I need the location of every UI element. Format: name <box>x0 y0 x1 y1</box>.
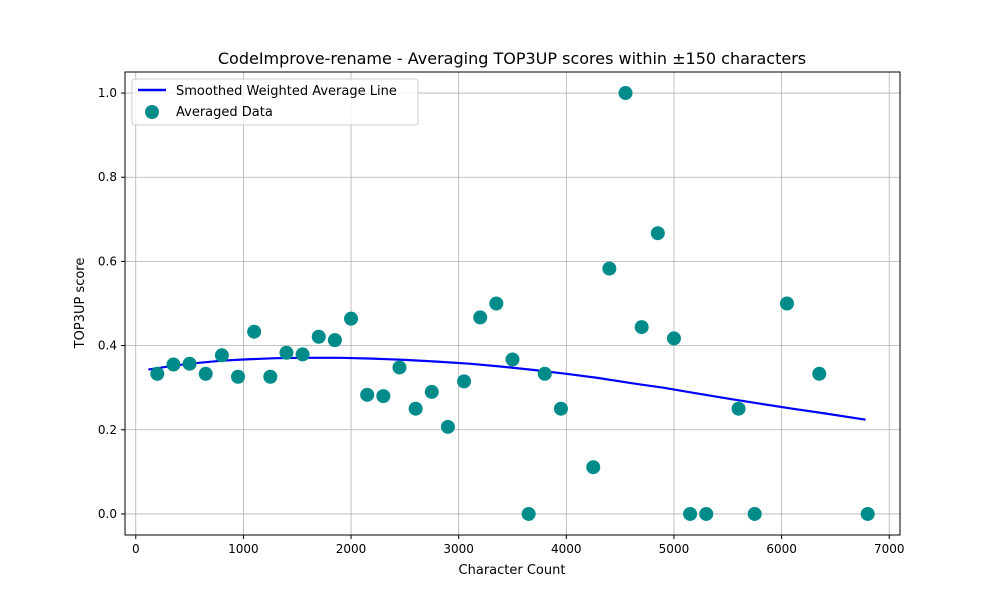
y-axis-ticks: 0.0 0.2 0.4 0.6 0.8 1.0 <box>98 86 125 521</box>
data-point <box>150 366 165 381</box>
data-point <box>424 384 439 399</box>
data-point <box>473 310 488 325</box>
data-point <box>263 369 278 384</box>
data-point <box>376 389 391 404</box>
y-tick-label: 0.2 <box>98 423 117 437</box>
legend-marker-swatch <box>145 105 159 119</box>
x-tick-label: 5000 <box>659 542 690 556</box>
data-point <box>779 296 794 311</box>
data-point <box>650 226 665 241</box>
data-point <box>247 324 262 339</box>
x-tick-label: 4000 <box>551 542 582 556</box>
smoothed-line-series <box>148 356 866 421</box>
data-point <box>440 419 455 434</box>
data-point <box>553 401 568 416</box>
y-axis-label: TOP3UP score <box>73 258 88 350</box>
data-point <box>618 86 633 101</box>
data-point <box>683 506 698 521</box>
data-point <box>392 360 407 375</box>
data-point <box>295 347 310 362</box>
data-point <box>408 401 423 416</box>
data-point <box>182 356 197 371</box>
data-point <box>166 357 181 372</box>
x-tick-label: 7000 <box>874 542 905 556</box>
data-point <box>505 352 520 367</box>
data-point <box>344 311 359 326</box>
x-axis-ticks: 0 1000 2000 3000 4000 5000 6000 7000 <box>132 535 905 556</box>
data-point <box>602 261 617 276</box>
x-tick-label: 0 <box>132 542 140 556</box>
data-point <box>311 329 326 344</box>
legend-box <box>131 78 419 126</box>
smoothed-weighted-average-line <box>148 356 866 421</box>
data-point <box>666 331 681 346</box>
data-point <box>360 387 375 402</box>
data-point <box>327 333 342 348</box>
data-point <box>521 506 536 521</box>
data-point <box>457 374 472 389</box>
legend: Smoothed Weighted Average Line Averaged … <box>131 78 419 126</box>
x-axis-label: Character Count <box>459 563 566 578</box>
y-tick-label: 0.6 <box>98 254 117 268</box>
plot-area <box>125 72 900 535</box>
data-point <box>699 506 714 521</box>
data-point <box>279 345 294 360</box>
x-tick-label: 2000 <box>336 542 367 556</box>
chart-title: CodeImprove-rename - Averaging TOP3UP sc… <box>218 49 806 68</box>
x-tick-label: 6000 <box>766 542 797 556</box>
averaged-data-series <box>150 86 875 521</box>
data-point <box>489 296 504 311</box>
data-point <box>812 366 827 381</box>
data-point <box>537 366 552 381</box>
plot-frame <box>124 71 901 536</box>
x-tick-label: 1000 <box>228 542 259 556</box>
data-point <box>860 506 875 521</box>
x-tick-label: 3000 <box>443 542 474 556</box>
data-point <box>731 401 746 416</box>
data-point <box>231 369 246 384</box>
y-tick-label: 1.0 <box>98 86 117 100</box>
y-tick-label: 0.8 <box>98 170 117 184</box>
legend-label-line: Smoothed Weighted Average Line <box>176 84 397 99</box>
y-tick-label: 0.4 <box>98 339 117 353</box>
data-point <box>586 460 601 475</box>
y-tick-label: 0.0 <box>98 507 117 521</box>
data-point <box>214 348 229 363</box>
data-point <box>747 506 762 521</box>
data-point <box>198 366 213 381</box>
data-point <box>634 320 649 335</box>
legend-label-points: Averaged Data <box>176 105 273 120</box>
